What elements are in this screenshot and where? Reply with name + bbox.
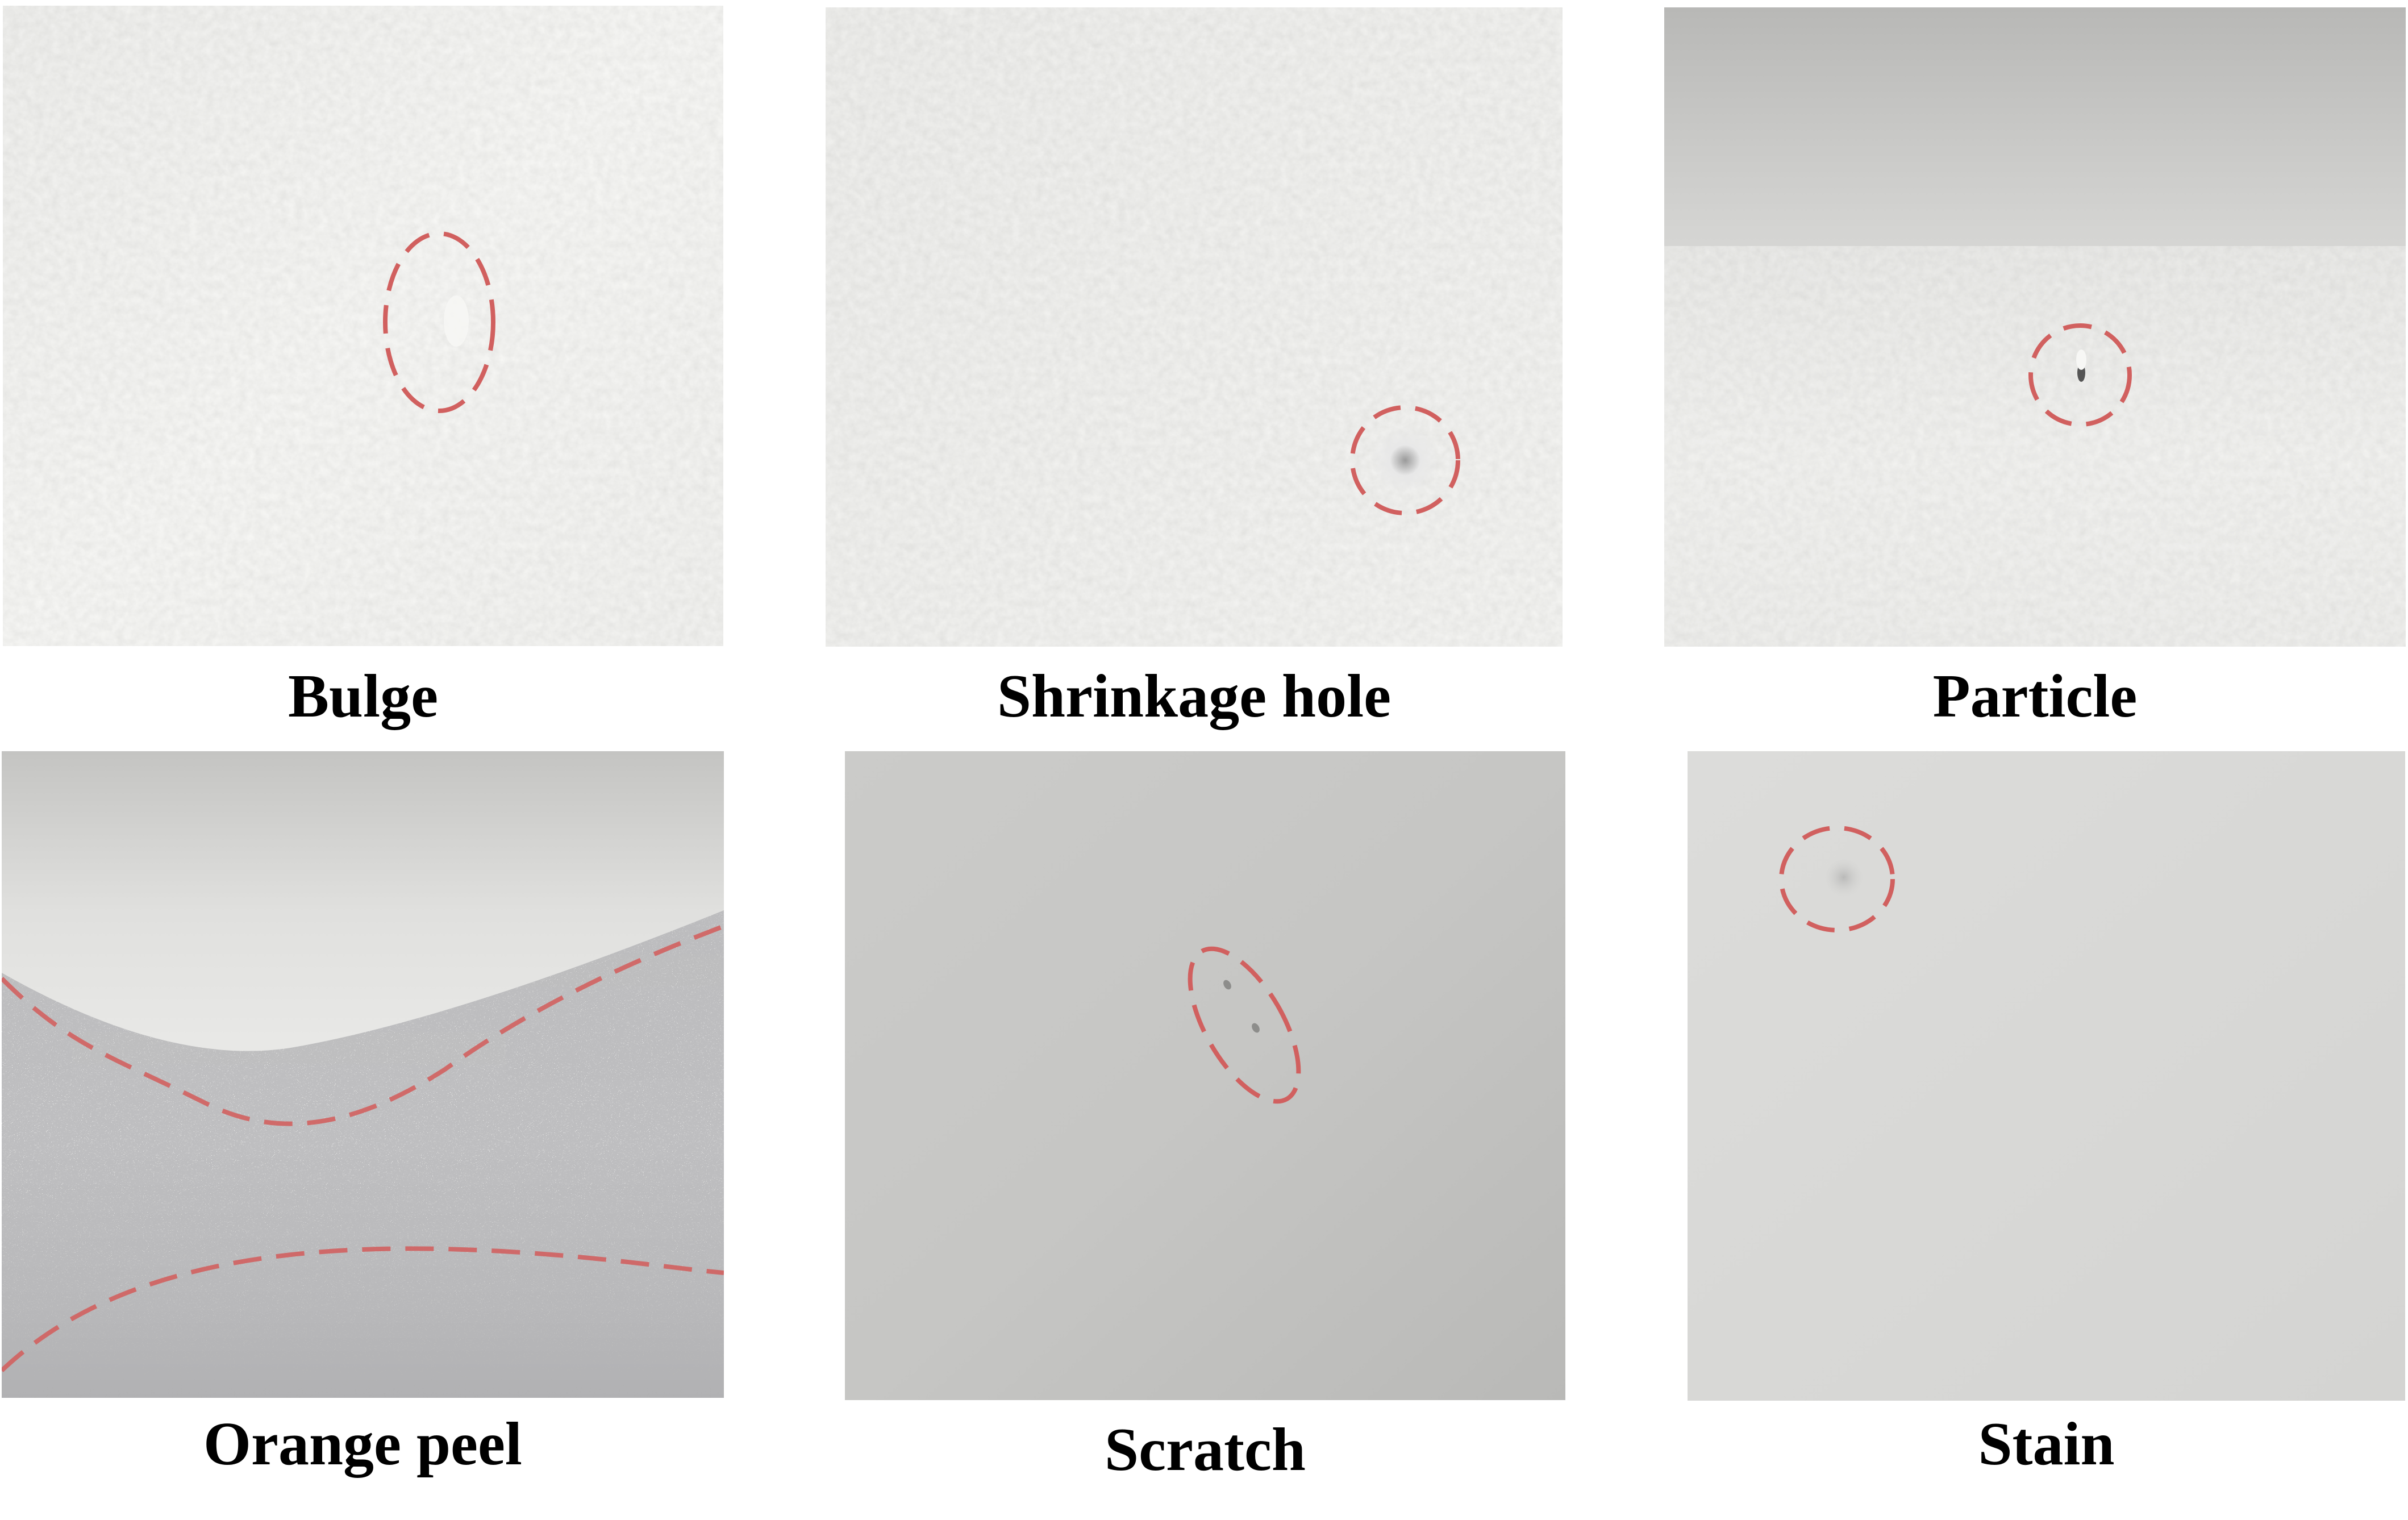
defect-image-shrinkage-hole bbox=[826, 7, 1563, 647]
defect-image-particle bbox=[1664, 7, 2406, 647]
highlight-circle bbox=[1350, 405, 1460, 515]
highlight-circle bbox=[2028, 323, 2132, 427]
highlight-circle bbox=[1779, 826, 1895, 932]
defect-image-orange-peel bbox=[2, 751, 724, 1398]
defect-image-stain bbox=[1688, 751, 2405, 1401]
caption-bulge: Bulge bbox=[288, 663, 439, 730]
highlight-ellipse bbox=[383, 231, 495, 413]
caption-shrinkage-hole: Shrinkage hole bbox=[997, 663, 1392, 730]
caption-orange-peel: Orange peel bbox=[203, 1410, 522, 1478]
defect-image-bulge bbox=[3, 6, 723, 646]
caption-scratch: Scratch bbox=[1105, 1416, 1306, 1484]
highlight-tilted-ellipse bbox=[1188, 946, 1301, 1104]
highlight-lower-boundary bbox=[2, 1246, 724, 1372]
highlight-upper-boundary bbox=[2, 924, 724, 1126]
defect-image-scratch bbox=[845, 751, 1565, 1400]
caption-particle: Particle bbox=[1932, 663, 2138, 730]
caption-stain: Stain bbox=[1978, 1410, 2115, 1478]
